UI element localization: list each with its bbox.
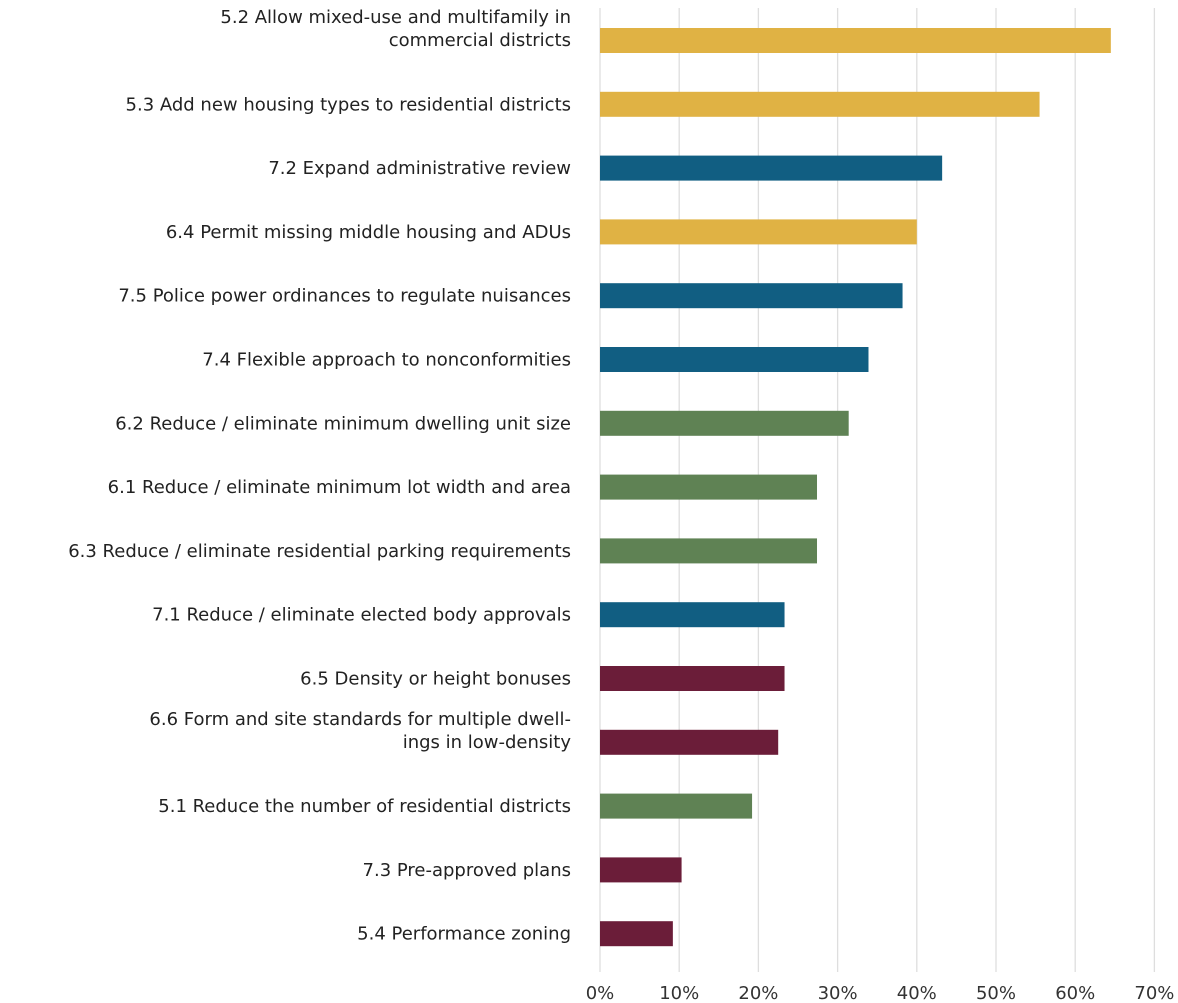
category-labels: 5.2 Allow mixed-use and multifamily in co…: [68, 7, 571, 945]
x-tick-label: 60%: [1055, 983, 1095, 1003]
category-label-line: 6.1 Reduce / eliminate minimum lot width…: [108, 477, 571, 498]
category-label: 5.3 Add new housing types to residential…: [126, 94, 571, 115]
category-label-line: 7.3 Pre-approved plans: [363, 860, 571, 881]
category-label: 7.2 Expand administrative review: [268, 158, 571, 179]
category-label: 7.4 Flexible approach to nonconformities: [202, 350, 571, 371]
bar: [600, 91, 1040, 117]
category-label-line: 7.4 Flexible approach to nonconformities: [202, 350, 571, 371]
category-label-line: 5.1 Reduce the number of residential dis…: [158, 796, 571, 817]
x-tick-label: 70%: [1134, 983, 1174, 1003]
category-label: 6.1 Reduce / eliminate minimum lot width…: [108, 477, 571, 498]
bar: [600, 793, 753, 819]
category-label: 6.3 Reduce / eliminate residential parki…: [68, 541, 571, 562]
category-label: 6.2 Reduce / eliminate minimum dwelling …: [115, 413, 571, 434]
bar: [600, 28, 1111, 53]
bar: [600, 602, 785, 628]
category-label: 7.1 Reduce / eliminate elected body appr…: [152, 605, 571, 626]
category-label-line: 6.5 Density or height bonuses: [300, 669, 571, 690]
bar: [600, 474, 818, 500]
x-tick-label: 50%: [976, 983, 1016, 1003]
category-label-line: 7.5 Police power ordinances to regulate …: [118, 286, 571, 307]
category-label-line: 7.1 Reduce / eliminate elected body appr…: [152, 605, 571, 626]
category-label: 6.6 Form and site standards for multiple…: [149, 709, 571, 753]
bar: [600, 347, 869, 372]
category-label: 5.4 Performance zoning: [357, 924, 571, 945]
bar: [600, 729, 779, 755]
category-label: 5.2 Allow mixed-use and multifamily in co…: [220, 7, 571, 51]
category-label: 5.1 Reduce the number of residential dis…: [158, 796, 571, 817]
x-tick-label: 40%: [897, 983, 937, 1003]
category-label-line: ings in low-density: [403, 732, 572, 753]
bar: [600, 410, 849, 436]
bar: [600, 155, 943, 181]
x-tick-label: 30%: [818, 983, 858, 1003]
category-label: 6.4 Permit missing middle housing and AD…: [166, 222, 571, 243]
bar: [600, 921, 673, 947]
x-tick-labels: 0% 10% 20% 30% 40% 50% 60% 70%: [586, 983, 1175, 1003]
bar: [600, 219, 917, 245]
bar: [600, 538, 818, 564]
x-tick-label: 10%: [659, 983, 699, 1003]
x-tick-label: 20%: [738, 983, 778, 1003]
category-label-line: 6.4 Permit missing middle housing and AD…: [166, 222, 571, 243]
category-label-line: 6.6 Form and site standards for multiple…: [149, 709, 571, 730]
category-label-line: commercial districts: [389, 30, 571, 51]
category-label: 6.5 Density or height bonuses: [300, 669, 571, 690]
bar: [600, 283, 903, 309]
category-label-line: 6.2 Reduce / eliminate minimum dwelling …: [115, 413, 571, 434]
bar: [600, 666, 785, 691]
category-label-line: 5.3 Add new housing types to residential…: [126, 94, 571, 115]
category-label-line: 5.2 Allow mixed-use and multifamily in: [220, 7, 571, 28]
category-label-line: 5.4 Performance zoning: [357, 924, 571, 945]
bar: [600, 857, 682, 883]
category-label-line: 7.2 Expand administrative review: [268, 158, 571, 179]
category-label: 7.3 Pre-approved plans: [363, 860, 571, 881]
category-label-line: 6.3 Reduce / eliminate residential parki…: [68, 541, 571, 562]
category-label: 7.5 Police power ordinances to regulate …: [118, 286, 571, 307]
bars: [600, 28, 1111, 947]
x-tick-label: 0%: [586, 983, 615, 1003]
